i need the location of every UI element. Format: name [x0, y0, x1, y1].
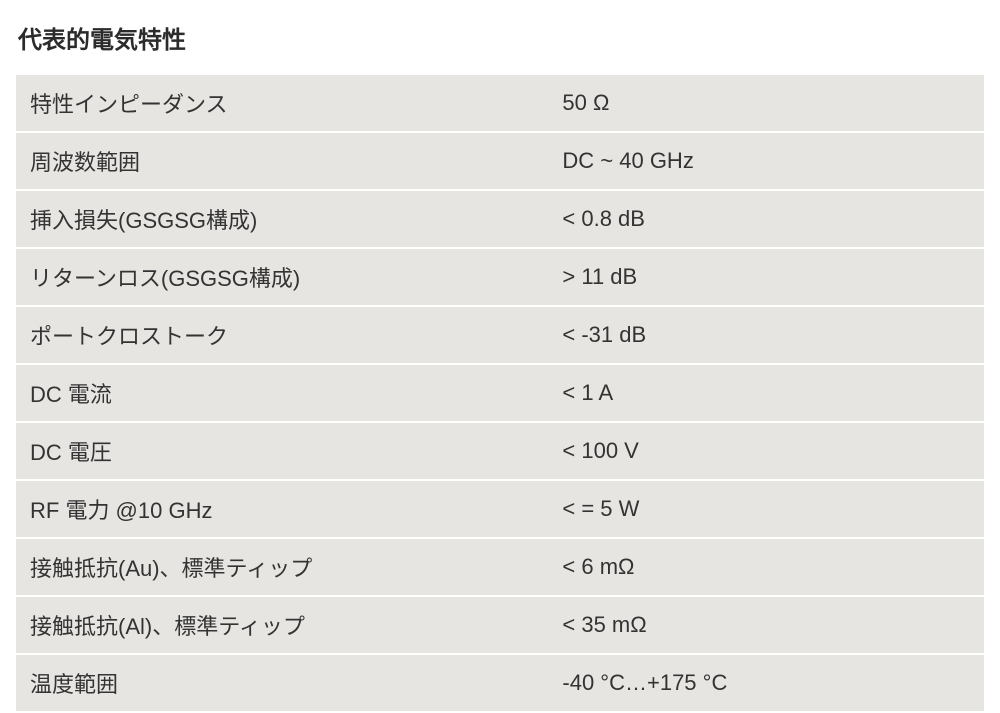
spec-value: < 100 V: [548, 423, 984, 479]
spec-table: 特性インピーダンス 50 Ω 周波数範囲 DC ~ 40 GHz 挿入損失(GS…: [16, 73, 984, 713]
spec-value: < 35 mΩ: [548, 597, 984, 653]
table-row: DC 電圧 < 100 V: [16, 423, 984, 479]
spec-label: ポートクロストーク: [16, 307, 548, 363]
table-row: リターンロス(GSGSG構成) > 11 dB: [16, 249, 984, 305]
spec-label: RF 電力 @10 GHz: [16, 481, 548, 537]
spec-value: < -31 dB: [548, 307, 984, 363]
table-row: 周波数範囲 DC ~ 40 GHz: [16, 133, 984, 189]
spec-value: 50 Ω: [548, 75, 984, 131]
table-title: 代表的電気特性: [16, 20, 984, 55]
spec-value: < 6 mΩ: [548, 539, 984, 595]
table-row: 接触抵抗(Al)、標準ティップ < 35 mΩ: [16, 597, 984, 653]
spec-value: > 11 dB: [548, 249, 984, 305]
table-row: DC 電流 < 1 A: [16, 365, 984, 421]
spec-label: リターンロス(GSGSG構成): [16, 249, 548, 305]
spec-value: < 0.8 dB: [548, 191, 984, 247]
spec-label: 接触抵抗(Au)、標準ティップ: [16, 539, 548, 595]
table-row: 温度範囲 -40 °C…+175 °C: [16, 655, 984, 711]
spec-label: 周波数範囲: [16, 133, 548, 189]
spec-label: 挿入損失(GSGSG構成): [16, 191, 548, 247]
spec-label: DC 電流: [16, 365, 548, 421]
spec-value: -40 °C…+175 °C: [548, 655, 984, 711]
spec-value: < = 5 W: [548, 481, 984, 537]
spec-label: DC 電圧: [16, 423, 548, 479]
spec-label: 特性インピーダンス: [16, 75, 548, 131]
spec-label: 温度範囲: [16, 655, 548, 711]
spec-value: < 1 A: [548, 365, 984, 421]
spec-label: 接触抵抗(Al)、標準ティップ: [16, 597, 548, 653]
table-row: ポートクロストーク < -31 dB: [16, 307, 984, 363]
table-row: 挿入損失(GSGSG構成) < 0.8 dB: [16, 191, 984, 247]
table-row: RF 電力 @10 GHz < = 5 W: [16, 481, 984, 537]
spec-value: DC ~ 40 GHz: [548, 133, 984, 189]
table-row: 接触抵抗(Au)、標準ティップ < 6 mΩ: [16, 539, 984, 595]
table-row: 特性インピーダンス 50 Ω: [16, 75, 984, 131]
